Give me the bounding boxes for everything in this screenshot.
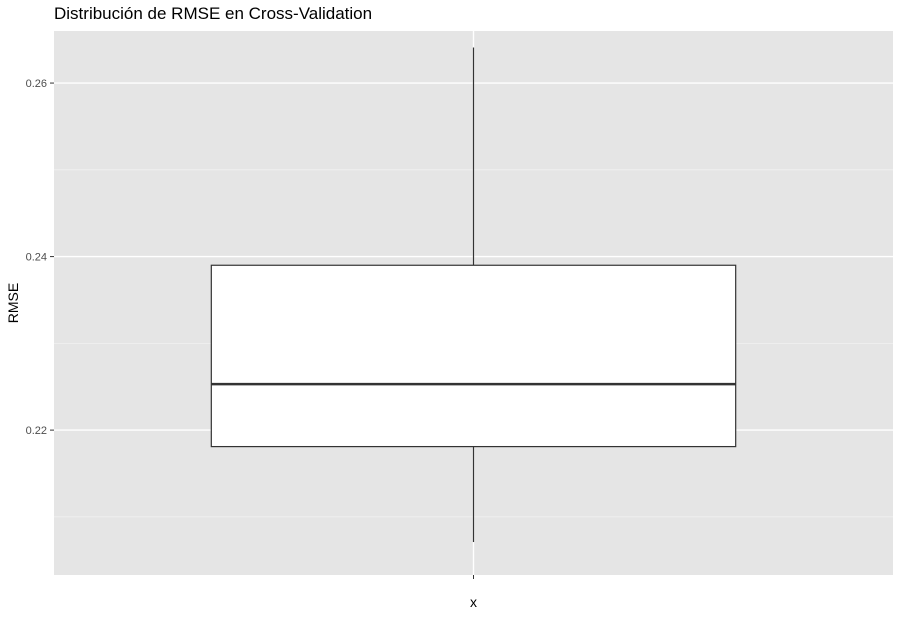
y-tick-label: 0.22 (26, 425, 47, 437)
y-axis-title: RMSE (5, 283, 21, 323)
box-iqr (210, 264, 737, 448)
chart-title: Distribución de RMSE en Cross-Validation (54, 4, 373, 23)
x-axis-title: x (470, 594, 477, 610)
box-marks (210, 47, 737, 543)
axes: 0.22 0.24 0.26 (26, 78, 474, 579)
y-tick-label: 0.26 (26, 78, 47, 90)
y-tick-label: 0.24 (26, 252, 47, 264)
